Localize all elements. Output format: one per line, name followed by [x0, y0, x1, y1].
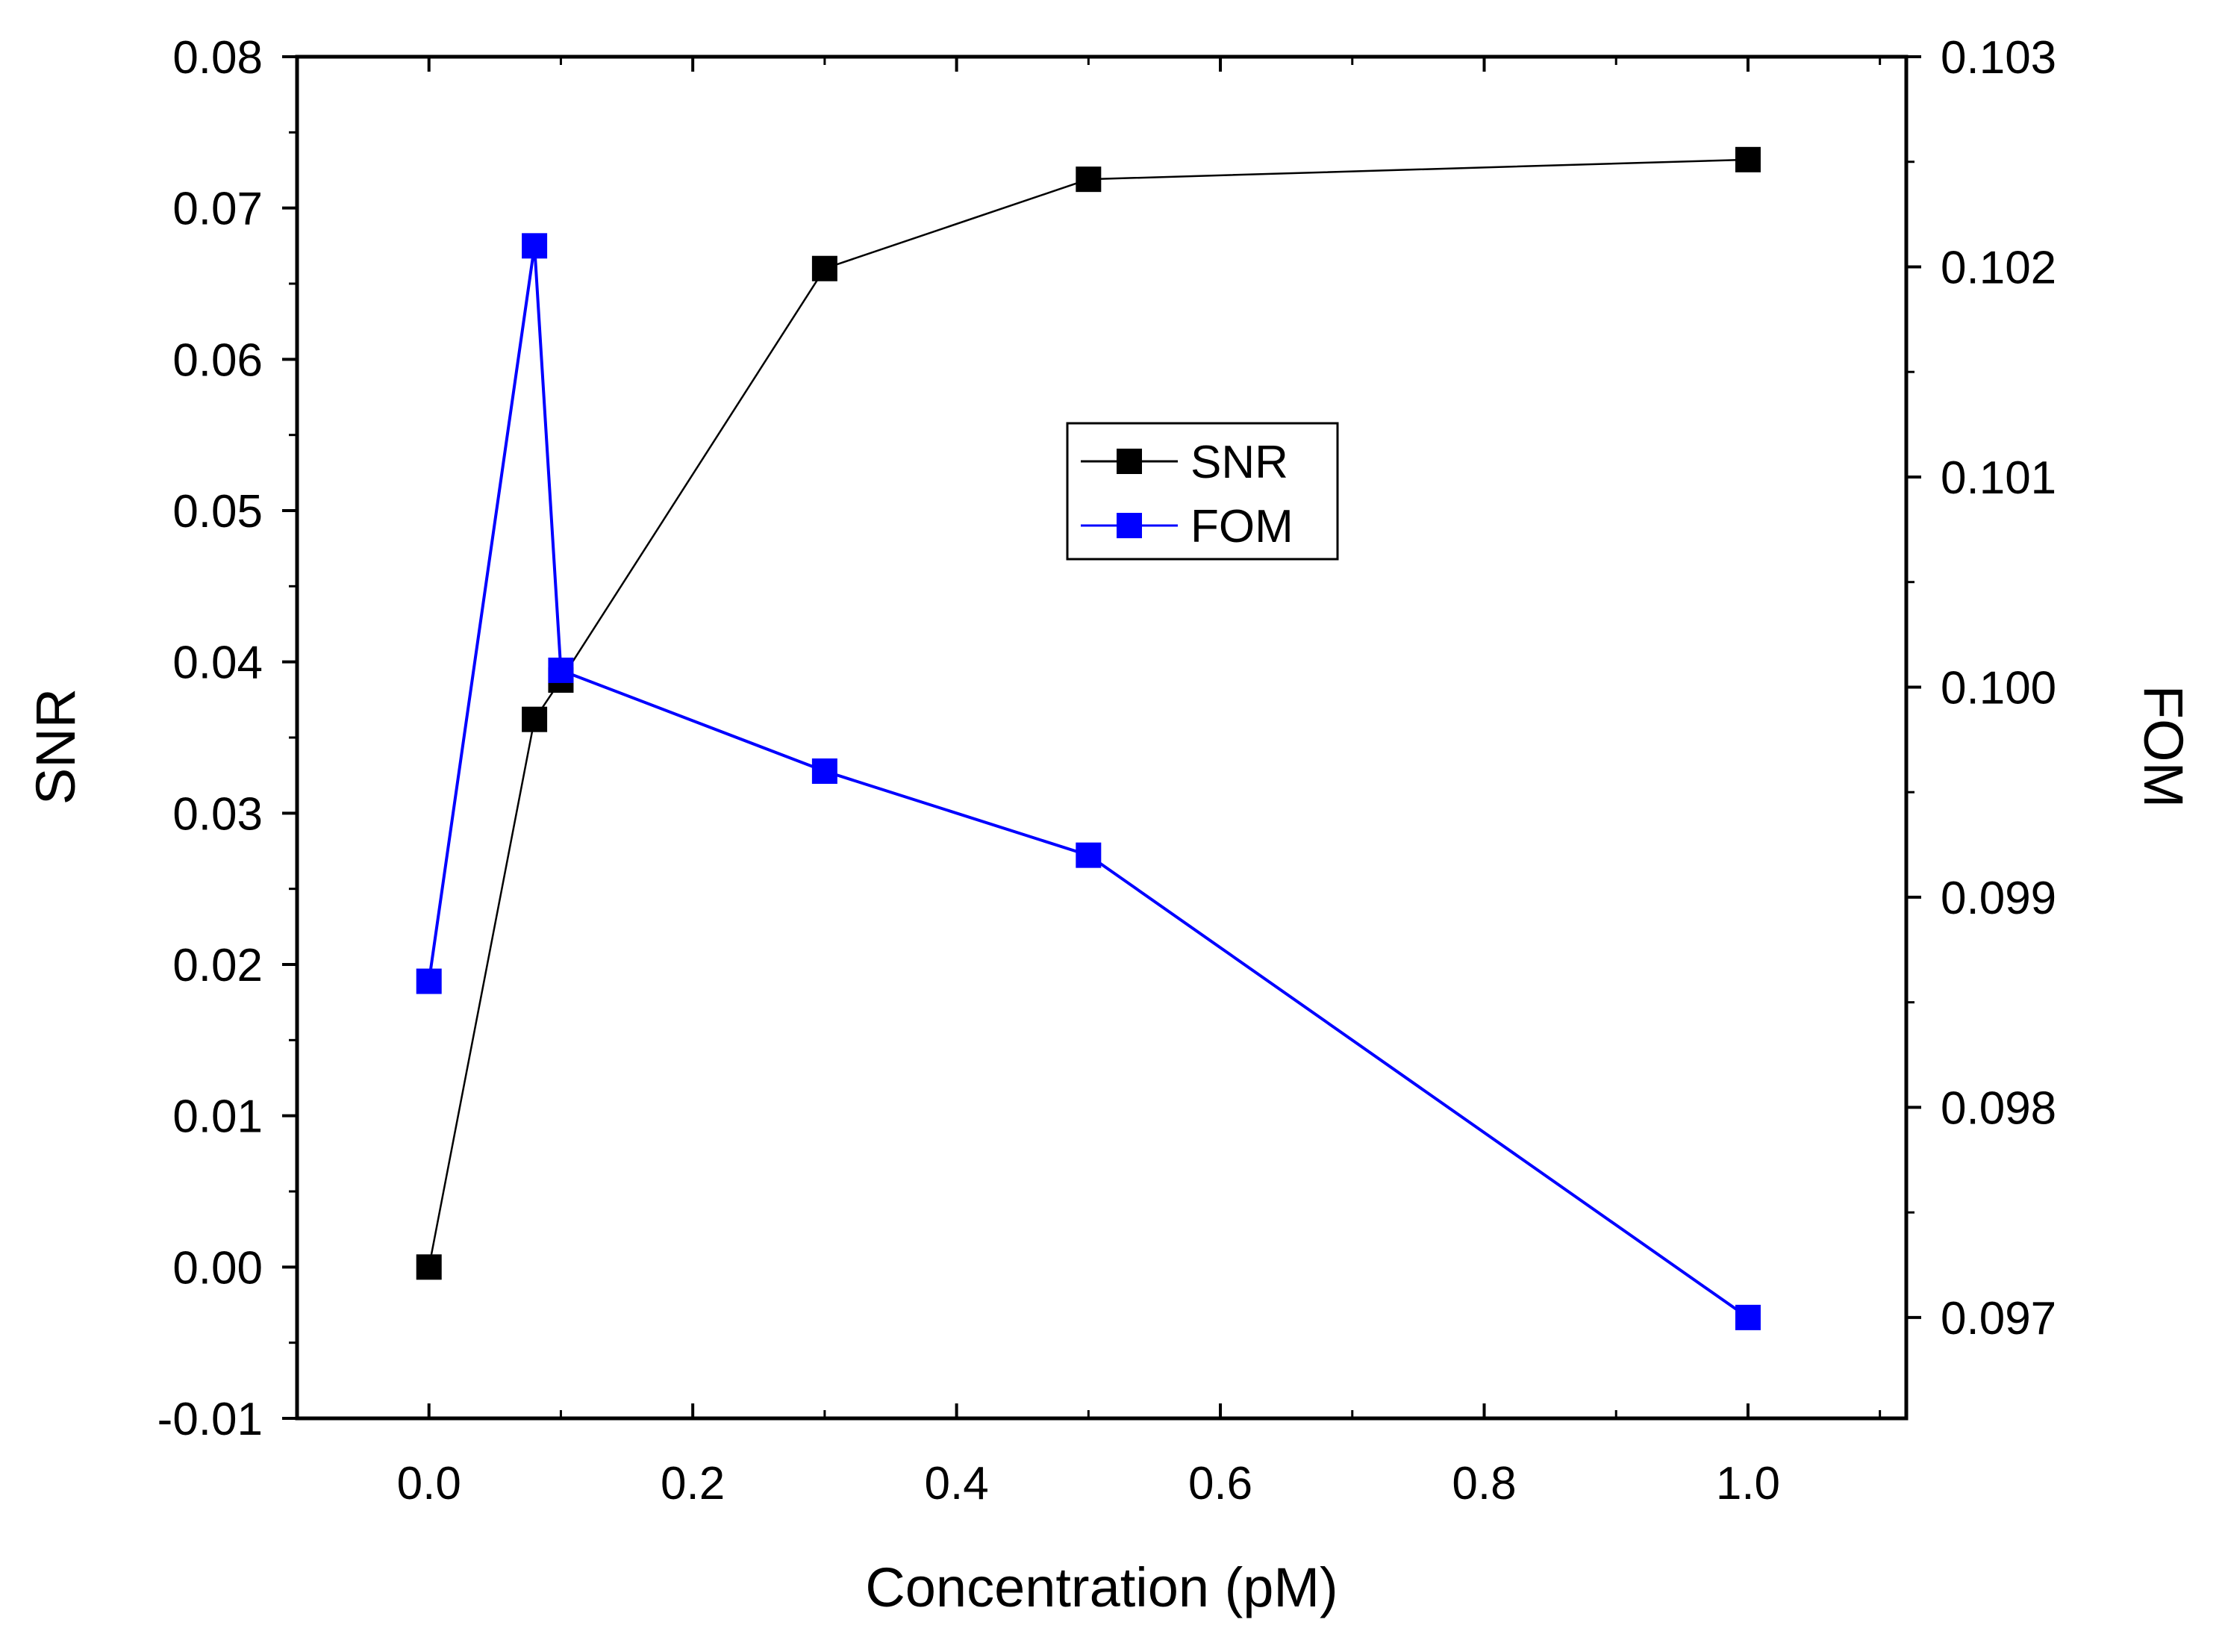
- y-tick-label: 0.02: [172, 940, 263, 991]
- data-point-fom: [1735, 1304, 1761, 1330]
- series-line-snr: [428, 158, 1748, 1268]
- data-point-snr: [1735, 146, 1761, 172]
- legend-marker-snr: [1117, 449, 1142, 474]
- y2-tick-label: 0.102: [1941, 242, 2056, 293]
- y2-tick-label: 0.097: [1941, 1293, 2056, 1344]
- y2-tick-label: 0.100: [1941, 662, 2056, 714]
- axes: [295, 54, 1909, 1421]
- x-tick-label: 1.0: [1716, 1458, 1780, 1509]
- data-point-snr: [1076, 166, 1102, 193]
- data-point-fom: [811, 758, 837, 785]
- y-tick-label: 0.03: [172, 788, 263, 840]
- x-tick-label: 0.4: [925, 1458, 989, 1509]
- data-point-fom: [548, 657, 574, 683]
- plot-frame: [295, 54, 1909, 1421]
- x-tick-label: 0.6: [1188, 1458, 1252, 1509]
- legend-box: [1066, 422, 1339, 561]
- y-tick-label: 0.08: [172, 32, 263, 84]
- x-axis-title: Concentration (pM): [865, 1556, 1338, 1618]
- tick-labels: 0.0 0.2 0.4 0.6 0.8 1.0 -0.01 0.00 0.01 0.02 0.03 0…: [157, 32, 2056, 1509]
- data-point-snr: [416, 1254, 442, 1280]
- y-tick-label: 0.04: [172, 638, 263, 689]
- legend-marker-fom: [1117, 513, 1142, 538]
- x-tick-label: 0.8: [1452, 1458, 1516, 1509]
- y-axis-title: SNR: [25, 688, 87, 805]
- x-tick-label: 0.0: [397, 1458, 461, 1509]
- data-point-fom: [416, 968, 442, 994]
- y2-axis-title: FOM: [2132, 685, 2194, 808]
- y-tick-label: 0.00: [172, 1242, 263, 1294]
- y2-tick-label: 0.098: [1941, 1082, 2056, 1134]
- ticks: [282, 55, 1921, 1420]
- y-tick-label: 0.05: [172, 486, 263, 537]
- x-tick-label: 0.2: [661, 1458, 725, 1509]
- y-tick-label: 0.01: [172, 1091, 263, 1143]
- y-tick-label: 0.06: [172, 334, 263, 386]
- y-tick-label: 0.07: [172, 184, 263, 235]
- data-point-snr: [811, 255, 837, 281]
- series-line-fom: [427, 246, 1750, 1319]
- legend: SNR FOM: [1066, 422, 1339, 561]
- data-point-snr: [522, 706, 548, 732]
- series-markers: [416, 146, 1761, 1330]
- y2-tick-label: 0.103: [1941, 32, 2056, 84]
- y-tick-label: -0.01: [157, 1394, 263, 1445]
- y2-tick-label: 0.101: [1941, 452, 2056, 504]
- legend-label-snr: SNR: [1190, 437, 1288, 488]
- data-point-fom: [522, 233, 548, 259]
- y2-tick-label: 0.099: [1941, 873, 2056, 924]
- series-lines: [427, 158, 1750, 1319]
- legend-label-fom: FOM: [1190, 501, 1293, 552]
- data-point-fom: [1076, 842, 1102, 868]
